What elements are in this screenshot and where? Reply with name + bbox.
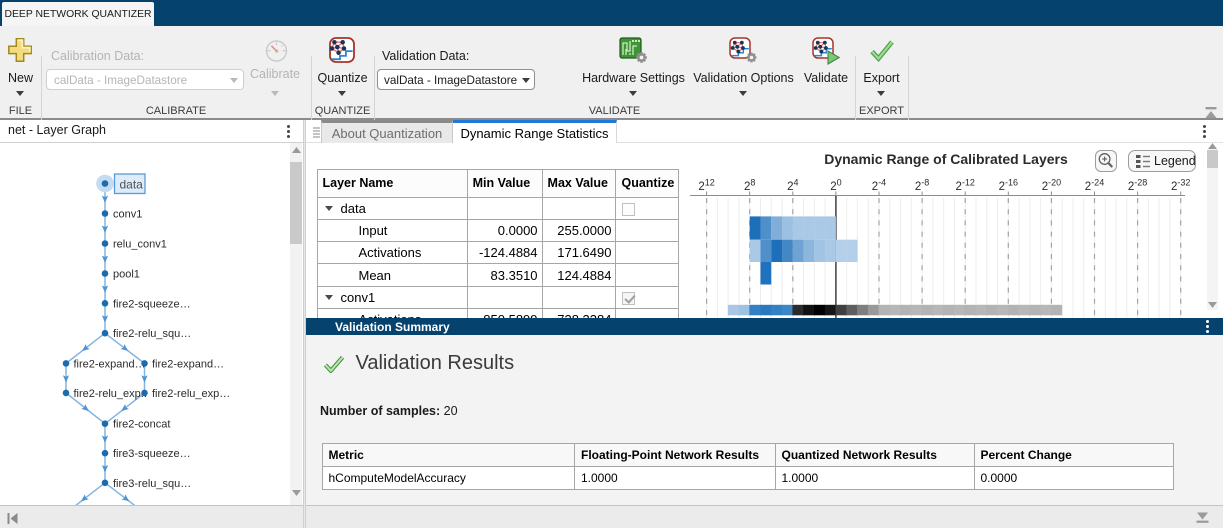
svg-text:fire3-squeeze…: fire3-squeeze… [113, 448, 191, 460]
svg-text:28: 28 [744, 178, 755, 194]
svg-text:fire2-expand…: fire2-expand… [152, 358, 224, 370]
svg-text:2-12: 2-12 [955, 178, 974, 194]
svg-text:fire2-relu_exp..: fire2-relu_exp.. [74, 388, 147, 400]
svg-text:conv1: conv1 [113, 209, 142, 221]
svg-text:pool1: pool1 [113, 269, 140, 281]
svg-text:212: 212 [698, 178, 714, 194]
svg-text:fire3-relu_squ…: fire3-relu_squ… [113, 478, 191, 490]
svg-text:data: data [120, 178, 144, 192]
svg-text:2-8: 2-8 [915, 178, 929, 194]
svg-text:20: 20 [830, 178, 841, 194]
svg-text:fire2-relu_exp…: fire2-relu_exp… [152, 388, 230, 400]
svg-text:2-32: 2-32 [1171, 178, 1190, 194]
svg-text:2-4: 2-4 [872, 178, 886, 194]
svg-text:fire2-concat: fire2-concat [113, 419, 170, 431]
svg-text:24: 24 [787, 178, 798, 194]
svg-text:fire2-squeeze…: fire2-squeeze… [113, 298, 191, 310]
svg-text:2-24: 2-24 [1085, 178, 1104, 194]
svg-text:fire2-expand…: fire2-expand… [74, 358, 146, 370]
svg-text:relu_conv1: relu_conv1 [113, 239, 167, 251]
svg-text:2-28: 2-28 [1128, 178, 1147, 194]
svg-text:fire2-relu_squ…: fire2-relu_squ… [113, 328, 191, 340]
svg-text:2-16: 2-16 [999, 178, 1018, 194]
svg-text:2-20: 2-20 [1042, 178, 1061, 194]
